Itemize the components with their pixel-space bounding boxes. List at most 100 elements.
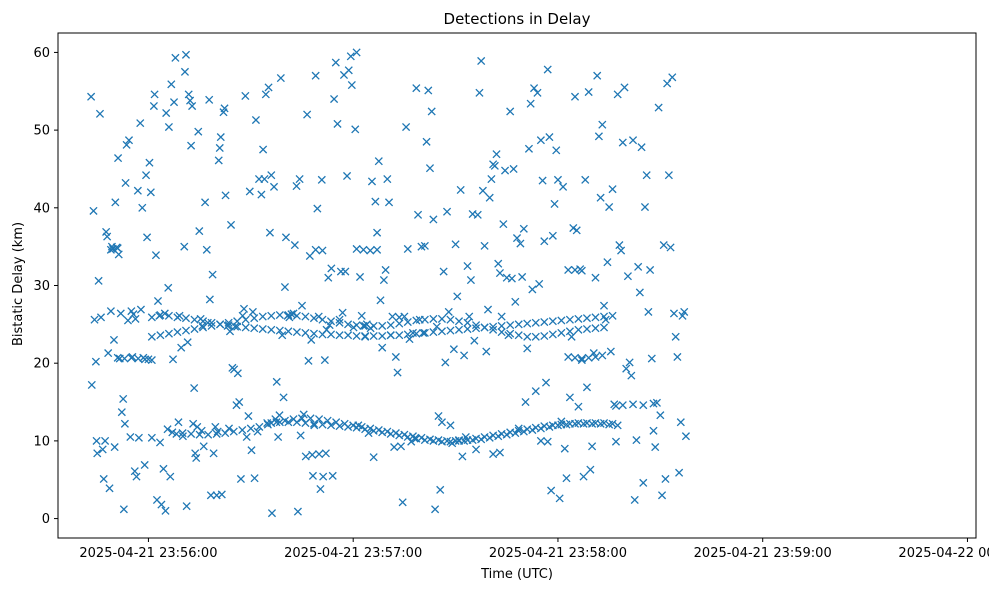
data-point-x-marker [514,331,523,340]
data-point-x-marker [250,324,259,333]
data-point-x-marker [437,314,446,323]
data-point-x-marker [181,326,191,335]
data-point-x-marker [246,424,255,433]
data-point-x-marker [531,318,540,327]
data-point-x-marker [207,318,216,327]
chart-title: Detections in Delay [444,10,591,28]
data-point-x-marker [272,377,281,386]
data-point-x-marker [129,310,138,319]
data-point-x-marker [424,86,433,95]
data-point-x-marker [473,210,482,219]
data-point-x-marker [101,436,110,445]
data-point-x-marker [332,418,341,427]
data-point-x-marker [567,332,576,341]
data-point-x-marker [155,438,165,447]
data-point-x-marker [582,383,592,392]
data-point-x-marker [208,270,217,279]
data-point-x-marker [161,506,170,515]
data-point-x-marker [639,478,648,487]
data-point-x-marker [502,430,511,439]
data-point-x-marker [224,321,233,330]
data-point-x-marker [553,421,563,430]
data-point-x-marker [463,262,472,271]
data-point-x-marker [180,242,189,251]
x-tick-label: 2025-04-21 23:58:00 [489,546,627,561]
data-point-x-marker [215,143,224,153]
data-point-x-marker [204,430,213,439]
data-point-x-marker [104,349,113,358]
data-point-x-marker [296,431,305,440]
data-point-x-marker [518,272,527,282]
data-point-x-marker [374,425,383,435]
data-point-x-marker [390,443,399,452]
data-point-x-marker [439,267,448,276]
data-point-x-marker [366,246,375,255]
data-point-x-marker [547,486,556,495]
data-point-x-marker [594,132,603,141]
data-point-x-marker [606,347,615,356]
data-point-x-marker [661,474,670,484]
data-point-x-marker [328,471,337,480]
data-point-x-marker [131,314,140,323]
data-point-x-marker [451,240,460,249]
data-point-x-marker [202,245,211,254]
data-point-x-marker [157,500,166,509]
data-point-x-marker [143,233,152,242]
data-point-x-marker [308,450,317,459]
data-point-x-marker [506,329,515,338]
data-point-x-marker [649,399,658,408]
data-point-x-marker [335,315,344,324]
data-point-x-marker [487,175,496,184]
data-point-x-marker [509,164,518,174]
data-point-x-marker [427,107,436,116]
data-point-x-marker [605,202,614,212]
data-point-x-marker [680,307,689,316]
data-point-x-marker [574,402,583,411]
data-point-x-marker [342,171,352,181]
data-point-x-marker [251,115,260,125]
data-point-x-marker [229,427,238,436]
data-point-x-marker [506,107,515,116]
data-point-x-marker [95,109,105,118]
data-point-x-marker [536,436,545,445]
data-point-x-marker [471,324,481,333]
data-point-x-marker [235,397,244,407]
data-point-x-marker [671,332,680,341]
data-point-x-marker [605,420,614,429]
data-point-x-marker [500,166,510,175]
data-point-x-marker [570,419,580,428]
data-point-x-marker [446,421,455,430]
data-point-x-marker [136,119,145,128]
data-point-x-marker [168,355,178,364]
data-point-x-marker [275,326,284,335]
data-point-x-marker [379,276,388,285]
data-point-x-marker [521,397,530,407]
data-point-x-marker [562,420,571,429]
data-point-x-marker [425,164,435,173]
data-point-x-marker [341,267,350,276]
data-point-x-marker [391,429,400,438]
data-point-x-marker [572,226,581,235]
data-point-x-marker [463,324,472,334]
data-point-x-marker [466,276,475,285]
data-point-x-marker [98,445,107,454]
data-point-x-marker [181,50,191,59]
data-point-x-marker [591,313,600,322]
data-point-x-marker [195,227,204,236]
data-point-x-marker [183,338,192,347]
data-point-x-marker [651,443,660,452]
data-point-x-marker [136,305,145,314]
data-point-x-marker [113,353,122,362]
data-point-x-marker [199,442,208,451]
data-point-x-marker [608,185,617,194]
data-point-x-marker [178,432,187,441]
data-point-x-marker [174,418,183,427]
data-point-x-marker [308,471,317,480]
data-point-x-marker [250,314,259,323]
y-tick-label: 10 [33,434,50,449]
data-point-x-marker [150,90,159,99]
data-point-x-marker [391,352,400,362]
data-point-x-marker [489,450,498,459]
data-point-x-marker [127,353,136,362]
data-point-x-marker [197,426,206,435]
